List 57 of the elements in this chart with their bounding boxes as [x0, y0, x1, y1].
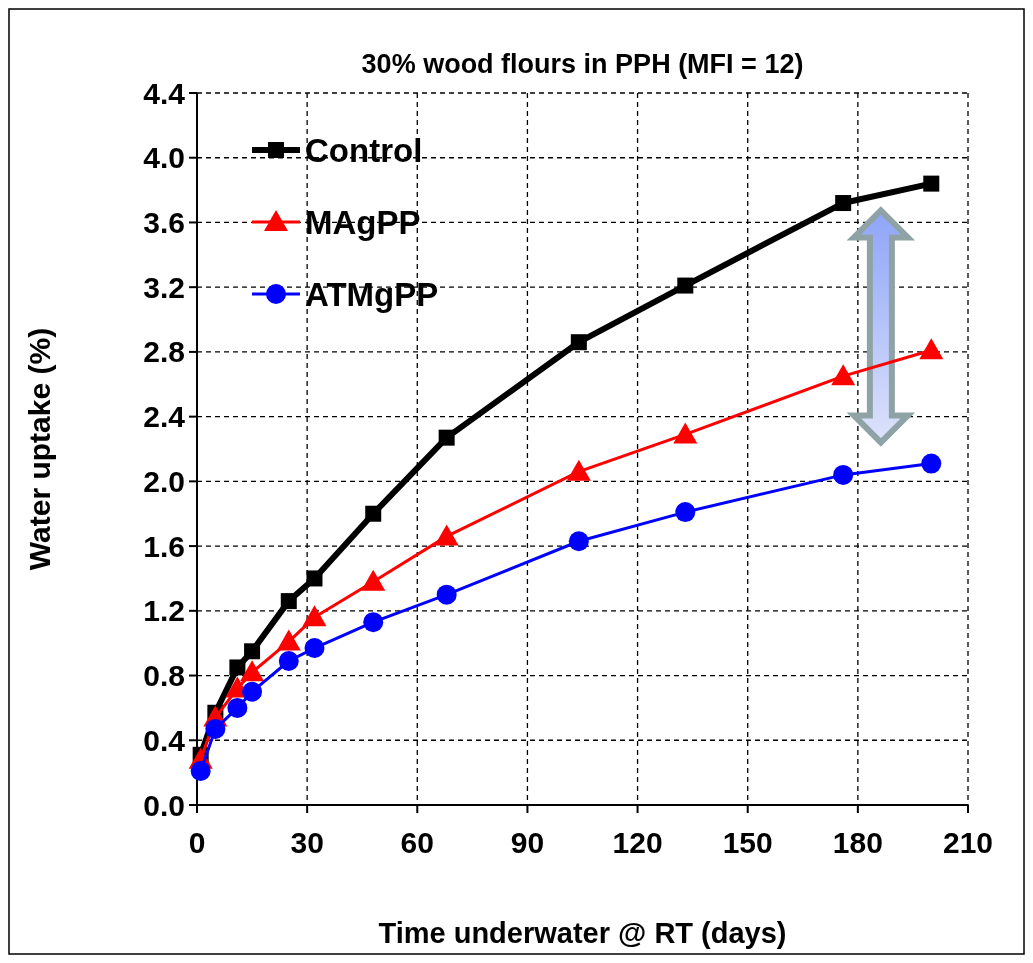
x-tick-label: 150 — [722, 826, 773, 859]
point — [205, 718, 226, 739]
legend-label: MAgPP — [305, 204, 421, 241]
point — [568, 531, 589, 552]
point — [835, 195, 852, 212]
point — [229, 659, 246, 676]
y-tick-label: 2.8 — [143, 335, 185, 369]
y-axis-title: Water uptake (%) — [23, 327, 56, 571]
point — [240, 660, 265, 682]
point — [302, 605, 327, 627]
point — [831, 364, 856, 386]
point — [570, 334, 587, 351]
point — [306, 570, 323, 587]
x-tick-label: 210 — [942, 826, 994, 859]
chart-title: 30% wood flours in PPH (MFI = 12) — [361, 49, 804, 79]
y-tick-label: 4.0 — [143, 141, 185, 175]
y-tick-label: 2.0 — [143, 464, 185, 498]
x-tick-label: 90 — [510, 826, 545, 859]
x-tick-label: 0 — [188, 826, 206, 859]
point — [921, 453, 942, 474]
point — [833, 464, 854, 485]
point — [280, 593, 297, 610]
point — [363, 612, 384, 633]
y-tick-label: 1.2 — [143, 594, 185, 628]
point — [278, 650, 299, 671]
y-tick-label: 0.0 — [143, 788, 185, 822]
x-tick-label: 30 — [290, 826, 324, 859]
point — [566, 459, 591, 481]
y-tick-label: 3.6 — [143, 205, 185, 239]
point — [434, 524, 459, 546]
point — [919, 338, 944, 360]
x-tick-label: 120 — [612, 826, 663, 859]
y-tick-label: 1.6 — [143, 529, 185, 563]
point — [675, 502, 696, 523]
x-tick-label: 180 — [832, 826, 883, 859]
y-tick-label: 3.2 — [143, 270, 185, 304]
y-tick-label: 0.8 — [143, 659, 185, 693]
point — [244, 643, 261, 660]
point — [190, 761, 211, 782]
point — [677, 277, 694, 294]
x-tick-label: 60 — [400, 826, 434, 859]
legend-label: Control — [305, 132, 423, 169]
y-tick-label: 0.4 — [143, 723, 186, 757]
point — [923, 175, 940, 192]
x-axis-title: Time underwater @ RT (days) — [378, 917, 787, 949]
point — [304, 638, 325, 659]
y-tick-label: 2.4 — [143, 400, 186, 434]
y-tick-label: 4.4 — [143, 76, 186, 110]
point — [365, 505, 382, 522]
point — [361, 569, 386, 591]
point — [242, 681, 263, 702]
point — [673, 422, 698, 444]
point — [227, 697, 248, 718]
point — [276, 629, 301, 651]
point — [436, 584, 457, 605]
point — [438, 429, 455, 446]
legend-label: ATMgPP — [305, 276, 439, 313]
